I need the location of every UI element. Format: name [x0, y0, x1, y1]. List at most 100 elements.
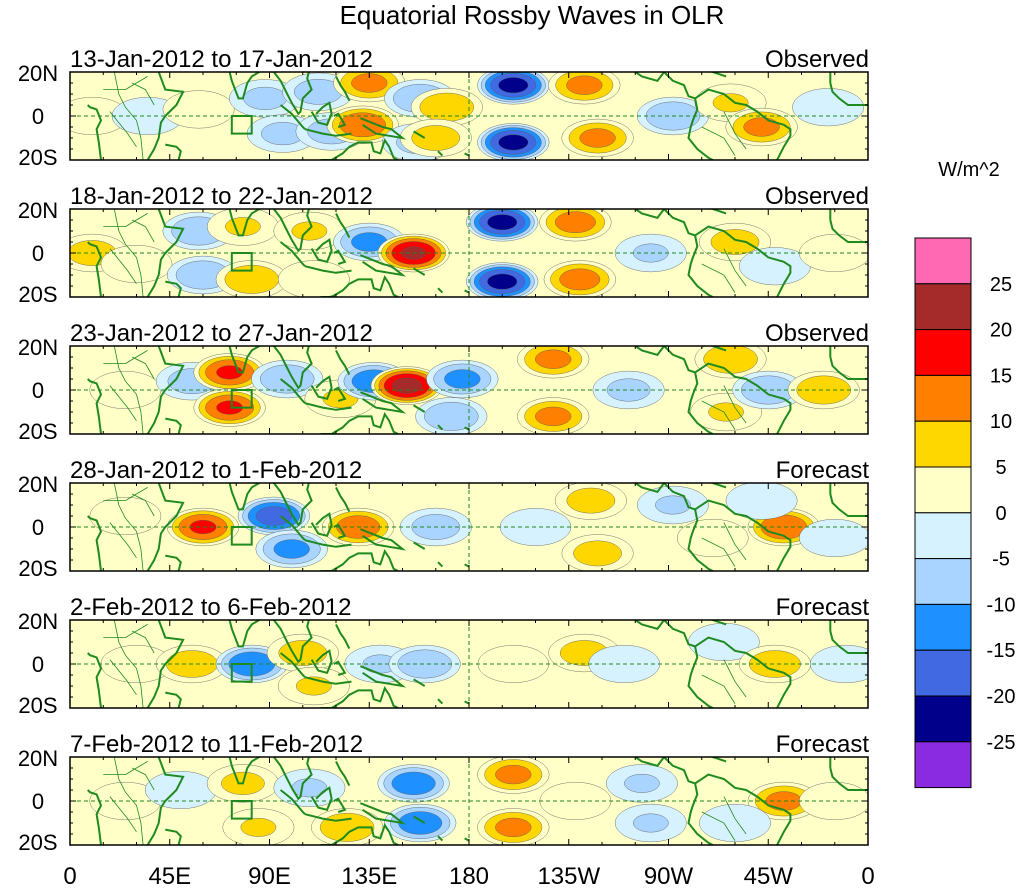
colorbar-level-label: 20 — [990, 320, 1012, 342]
coastline — [87, 789, 103, 845]
field-group — [89, 757, 868, 845]
coastline — [333, 249, 347, 265]
anomaly-feature — [222, 808, 295, 845]
coastline — [413, 678, 426, 687]
coastline — [87, 652, 103, 708]
y-tick-label: 0 — [32, 515, 44, 540]
index-region-box — [230, 526, 253, 546]
index-region-box — [230, 800, 253, 820]
panel-kind: Forecast — [776, 457, 870, 484]
anomaly-contour — [444, 369, 481, 389]
anomaly-feature — [255, 529, 328, 569]
anomaly-contour — [810, 645, 868, 683]
anomaly-contour — [606, 378, 651, 402]
anomaly-contour — [424, 401, 479, 431]
country-border — [701, 811, 736, 841]
country-border — [131, 493, 155, 517]
anomaly-feature — [699, 804, 771, 843]
coastline — [279, 515, 306, 541]
x-tick-label: 180 — [449, 863, 489, 890]
anomaly-feature — [466, 262, 539, 297]
panel-5: 20N 0 20S 2-Feb-2012 to 6-Feb-2012 Forecast — [18, 594, 870, 718]
coastline — [437, 424, 444, 431]
x-tick-label: 90E — [248, 863, 291, 890]
y-tick-label: 20S — [18, 419, 57, 444]
coastline — [464, 700, 470, 705]
country-border — [103, 213, 148, 228]
y-tick-label: 20N — [18, 609, 58, 634]
coastline — [310, 375, 333, 400]
coastline — [227, 620, 262, 648]
y-tick-label: 20S — [18, 282, 57, 307]
coastline — [829, 767, 868, 791]
anomaly-feature — [592, 370, 665, 410]
anomaly-contour — [703, 346, 758, 374]
y-tick-label: 20N — [18, 746, 58, 771]
anomaly-feature — [477, 808, 550, 845]
colorbar-level-label: 10 — [990, 411, 1012, 433]
y-tick-label: 20S — [18, 693, 57, 718]
coastline — [279, 104, 306, 130]
coastline — [165, 143, 182, 160]
coastlines-group — [87, 346, 868, 434]
country-border — [113, 620, 144, 708]
coastline — [360, 665, 407, 688]
country-border — [131, 82, 155, 106]
panel-period: 18-Jan-2012 to 22-Jan-2012 — [70, 183, 373, 210]
anomaly-feature — [725, 107, 798, 147]
anomaly-feature — [193, 353, 266, 392]
x-tick-label: 45W — [744, 863, 794, 890]
anomaly-feature — [477, 757, 550, 794]
anomaly-contour — [411, 125, 461, 151]
anomaly-feature — [637, 485, 709, 525]
country-border — [723, 522, 747, 561]
index-region-box — [230, 252, 253, 272]
colorbar-level-label: -15 — [987, 640, 1016, 662]
country-border — [723, 385, 747, 424]
anomaly-contour — [535, 349, 572, 369]
coastline — [360, 254, 407, 277]
y-tick-label: 20S — [18, 830, 57, 855]
coastline — [829, 82, 868, 106]
coastline — [709, 757, 727, 763]
coastline — [310, 101, 333, 126]
colorbar-level-label: 15 — [990, 365, 1012, 387]
anomaly-feature — [810, 645, 868, 683]
anomaly-contour — [89, 497, 162, 536]
country-border — [723, 111, 747, 150]
coastline — [304, 265, 352, 274]
anomaly-feature — [614, 233, 687, 273]
x-tick-label: 45E — [148, 863, 191, 890]
y-tick-label: 0 — [32, 378, 44, 403]
country-border — [109, 796, 137, 833]
colorbar-swatch — [914, 374, 972, 422]
coastline — [279, 378, 306, 404]
anomaly-feature — [384, 803, 457, 843]
country-border — [723, 248, 747, 287]
anomaly-contour — [291, 221, 328, 241]
panel-3: 20N 0 20S 23-Jan-2012 to 27-Jan-2012 Observe… — [18, 320, 869, 444]
colorbar-level-label: -5 — [992, 549, 1010, 571]
anomaly-contour — [255, 506, 293, 526]
coastline — [165, 280, 182, 297]
coastlines-group — [87, 757, 868, 845]
country-border — [103, 761, 148, 775]
country-border — [109, 659, 137, 696]
coastline — [273, 72, 313, 116]
coastline — [413, 130, 426, 139]
panel-kind: Observed — [765, 183, 869, 210]
anomaly-contour — [624, 774, 660, 793]
coastline — [709, 72, 727, 78]
coastline — [437, 287, 444, 294]
coastline — [464, 837, 470, 842]
country-border — [113, 209, 144, 297]
coastline — [165, 691, 182, 708]
coastline — [165, 554, 182, 571]
colorbar-level-label: 0 — [995, 503, 1006, 525]
country-border — [109, 111, 137, 148]
coastline — [464, 563, 470, 568]
coastline — [279, 652, 306, 678]
panel-kind: Observed — [765, 320, 869, 347]
anomaly-feature — [388, 644, 461, 684]
